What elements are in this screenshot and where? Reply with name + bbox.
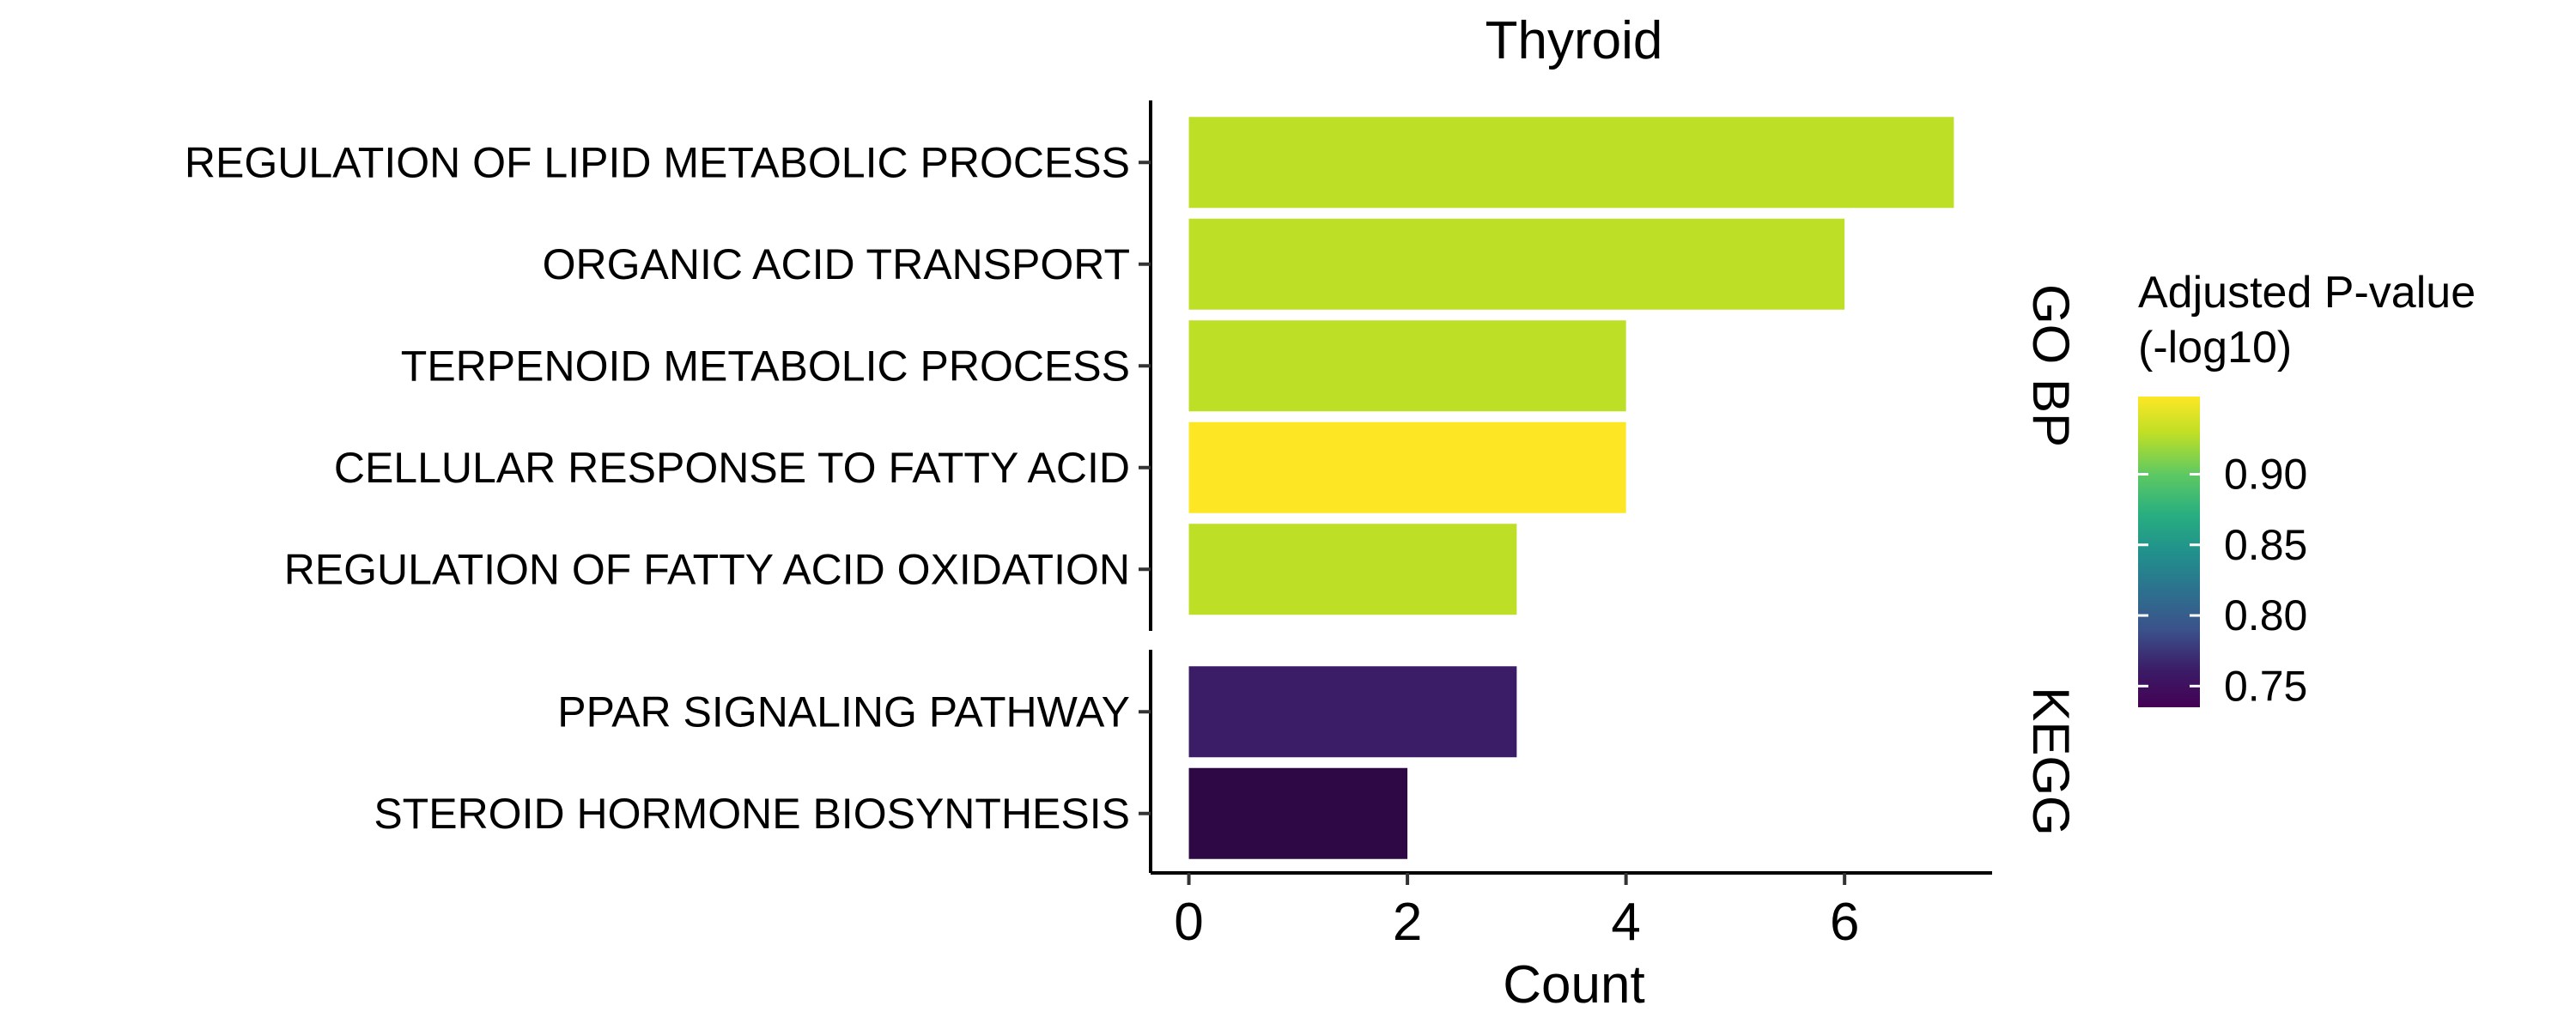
bar	[1188, 421, 1626, 513]
legend-tick-label: 0.80	[2224, 591, 2307, 639]
legend-tick-label: 0.85	[2224, 521, 2307, 569]
legend-title-line2: (-log10)	[2138, 323, 2292, 373]
category-label: ORGANIC ACID TRANSPORT	[543, 240, 1130, 288]
legend-colorbar	[2138, 397, 2200, 707]
chart-title: Thyroid	[1485, 11, 1663, 70]
bar	[1188, 524, 1517, 615]
legend-ticks: 0.75 0.80 0.85 0.90	[2138, 451, 2307, 710]
legend-title-line1: Adjusted P-value	[2138, 268, 2476, 318]
facet-strips: GO BP KEGG	[2022, 284, 2080, 836]
bar	[1188, 218, 1845, 310]
y-axis	[1139, 100, 1152, 873]
x-axis-title: Count	[1503, 955, 1644, 1015]
x-tick-label: 2	[1393, 893, 1422, 952]
x-tick-label: 6	[1830, 893, 1859, 952]
category-label: REGULATION OF FATTY ACID OXIDATION	[284, 545, 1130, 593]
category-label: CELLULAR RESPONSE TO FATTY ACID	[334, 444, 1130, 492]
bar	[1188, 117, 1954, 209]
legend-tick-label: 0.90	[2224, 451, 2307, 499]
facet-label: GO BP	[2022, 284, 2080, 447]
category-label: REGULATION OF LIPID METABOLIC PROCESS	[185, 138, 1130, 186]
color-legend: Adjusted P-value (-log10) 0.750.800.850.…	[2138, 268, 2476, 710]
x-tick-label: 0	[1174, 893, 1203, 952]
category-label: TERPENOID METABOLIC PROCESS	[401, 342, 1130, 390]
category-label: PPAR SIGNALING PATHWAY	[557, 688, 1130, 736]
facet-label: KEGG	[2022, 687, 2080, 835]
bar	[1188, 666, 1517, 758]
category-label: STEROID HORMONE BIOSYNTHESIS	[374, 790, 1130, 838]
legend-tick-label: 0.75	[2224, 662, 2307, 710]
x-axis: 0 2 4 6	[1151, 871, 1992, 952]
bar	[1188, 320, 1626, 412]
x-tick-label: 4	[1611, 893, 1640, 952]
bars-layer	[1188, 117, 1954, 859]
category-labels: REGULATION OF LIPID METABOLIC PROCESS ORG…	[185, 138, 1130, 838]
bar	[1188, 767, 1408, 859]
